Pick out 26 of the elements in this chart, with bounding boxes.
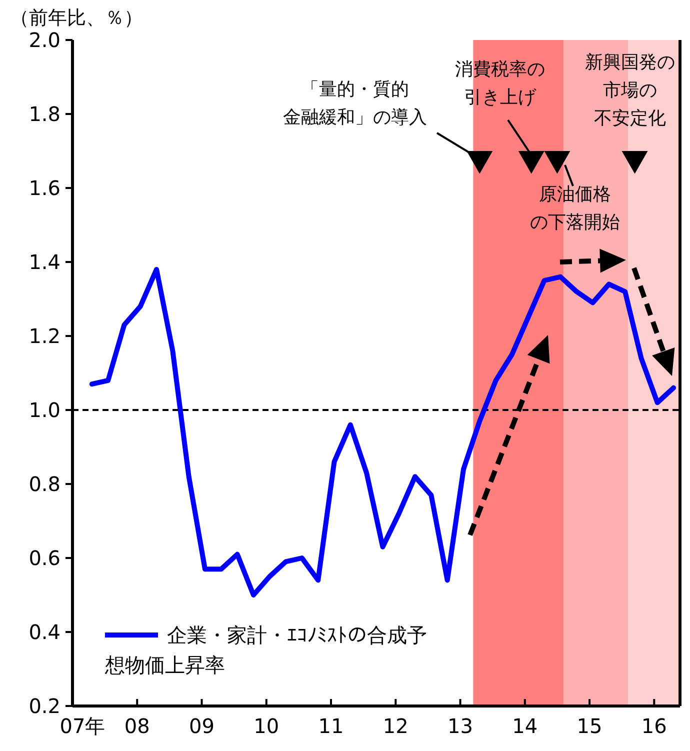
y-tick-label: 0.2 [28, 694, 60, 718]
x-tick-label: 15 [576, 714, 602, 738]
y-tick-label: 0.4 [28, 620, 60, 644]
annotation: 原油価格の下落開始 [530, 184, 620, 233]
y-tick-label: 1.2 [28, 324, 60, 348]
x-tick-label: 09 [189, 714, 214, 738]
y-tick-label: 2.0 [28, 28, 60, 52]
annotation: 消費税率の引き上げ [455, 59, 545, 108]
annotation: 「量的・質的金融緩和」の導入 [283, 79, 427, 128]
y-tick-label: 1.0 [28, 398, 60, 422]
x-tick-label: 11 [318, 714, 344, 738]
x-tick-label: 14 [512, 714, 538, 738]
x-tick-label: 16 [641, 714, 667, 738]
x-tick-label: 08 [124, 714, 150, 738]
y-tick-label: 1.6 [28, 176, 60, 200]
x-tick-label: 12 [382, 714, 408, 738]
y-axis-title: （前年比、％） [10, 7, 143, 29]
y-tick-label: 1.4 [28, 250, 60, 274]
x-tick-label: 10 [254, 714, 280, 738]
x-tick-label: 13 [448, 714, 473, 738]
legend-label: 企業・家計・ｴｺﾉﾐｽﾄの合成予想物価上昇率 [104, 623, 427, 677]
annotation: 新興国発の市場の不安定化 [585, 52, 675, 129]
x-tick-label: 07年 [60, 714, 106, 738]
y-tick-label: 1.8 [28, 102, 60, 126]
y-tick-label: 0.8 [28, 472, 60, 496]
y-tick-label: 0.6 [28, 546, 60, 570]
